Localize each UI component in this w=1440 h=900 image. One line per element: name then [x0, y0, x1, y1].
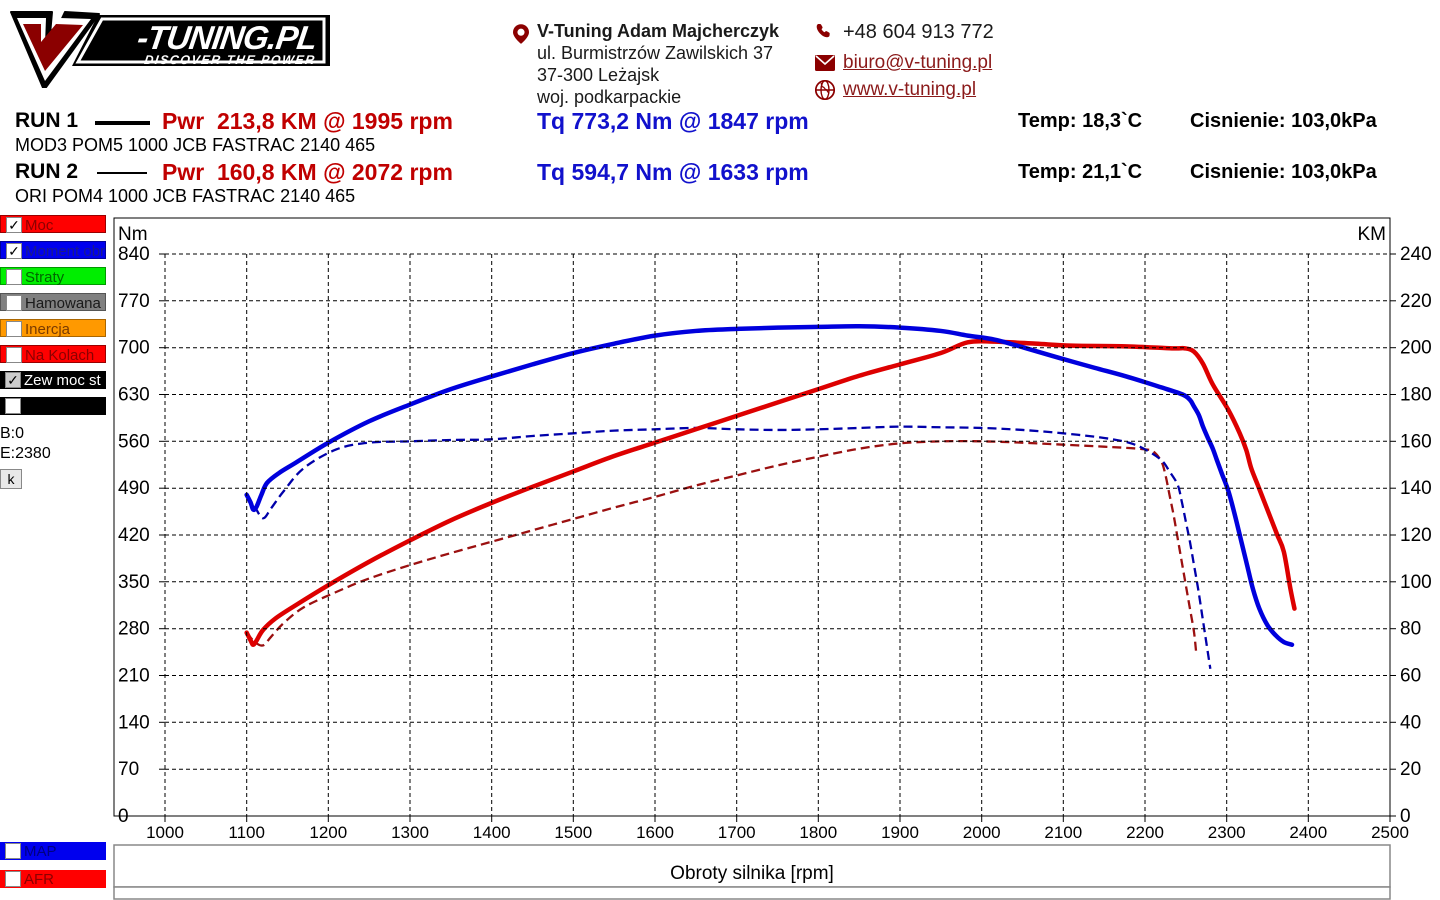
svg-text:1500: 1500	[554, 823, 592, 842]
svg-text:0: 0	[1400, 806, 1411, 827]
svg-text:1100: 1100	[228, 823, 265, 842]
svg-text:100: 100	[1400, 572, 1432, 593]
svg-text:60: 60	[1400, 666, 1421, 687]
svg-text:1800: 1800	[799, 823, 837, 842]
svg-text:70: 70	[118, 759, 139, 780]
svg-text:80: 80	[1400, 619, 1421, 640]
svg-text:630: 630	[118, 385, 150, 406]
svg-text:180: 180	[1400, 385, 1432, 406]
svg-text:120: 120	[1400, 525, 1432, 546]
svg-text:220: 220	[1400, 291, 1432, 312]
svg-text:Nm: Nm	[118, 224, 148, 245]
svg-text:140: 140	[118, 712, 150, 733]
svg-text:770: 770	[118, 291, 150, 312]
svg-text:2200: 2200	[1126, 823, 1164, 842]
svg-text:0: 0	[118, 806, 129, 827]
svg-text:2400: 2400	[1289, 823, 1327, 842]
svg-text:490: 490	[118, 478, 150, 499]
svg-text:40: 40	[1400, 712, 1421, 733]
svg-text:2300: 2300	[1208, 823, 1246, 842]
svg-text:560: 560	[118, 431, 150, 452]
svg-text:210: 210	[118, 666, 150, 687]
svg-text:280: 280	[118, 619, 150, 640]
svg-text:350: 350	[118, 572, 150, 593]
svg-text:1200: 1200	[309, 823, 347, 842]
svg-text:160: 160	[1400, 431, 1432, 452]
svg-text:1700: 1700	[718, 823, 756, 842]
svg-text:420: 420	[118, 525, 150, 546]
svg-text:2000: 2000	[963, 823, 1001, 842]
svg-text:2100: 2100	[1044, 823, 1082, 842]
svg-text:700: 700	[118, 338, 150, 359]
svg-text:240: 240	[1400, 244, 1432, 265]
svg-text:1000: 1000	[146, 823, 184, 842]
svg-text:20: 20	[1400, 759, 1421, 780]
svg-text:140: 140	[1400, 478, 1432, 499]
svg-text:840: 840	[118, 244, 150, 265]
svg-text:1900: 1900	[881, 823, 919, 842]
svg-text:1600: 1600	[636, 823, 674, 842]
svg-text:200: 200	[1400, 338, 1432, 359]
svg-text:Obroty silnika [rpm]: Obroty silnika [rpm]	[670, 863, 834, 884]
svg-text:1400: 1400	[473, 823, 511, 842]
svg-text:1300: 1300	[391, 823, 429, 842]
svg-text:KM: KM	[1358, 224, 1387, 245]
